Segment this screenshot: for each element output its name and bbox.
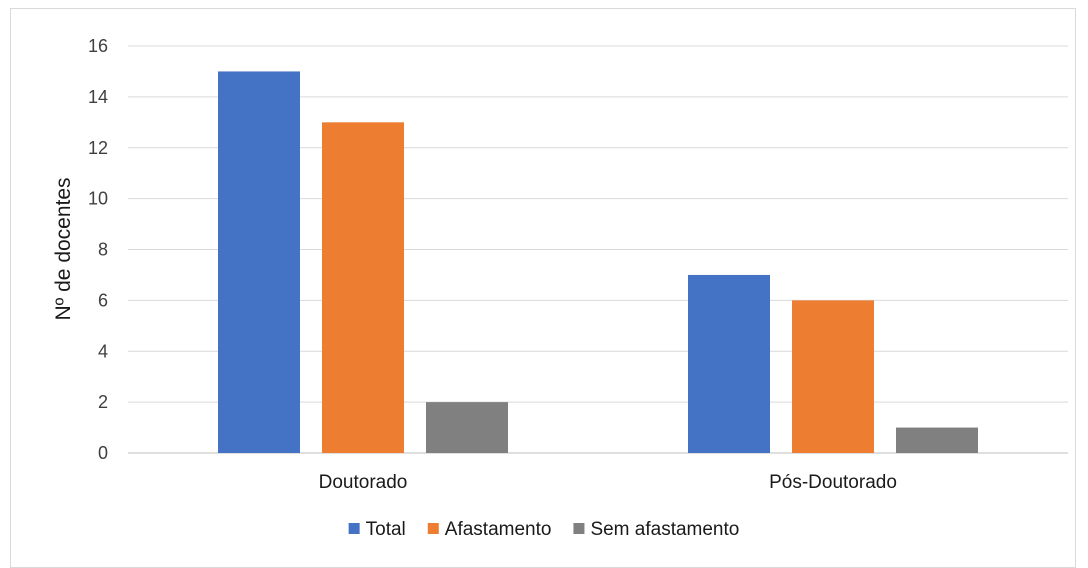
y-tick-label: 14 [88,87,108,107]
y-tick-label: 12 [88,138,108,158]
y-tick-label: 16 [88,36,108,56]
y-tick-label: 6 [98,290,108,310]
legend-swatch [348,523,360,534]
legend-label: Afastamento [445,519,552,540]
y-tick-label: 8 [98,240,108,260]
legend-swatch [573,523,585,534]
legend-swatch [427,523,439,534]
chart-frame [10,8,1076,568]
legend: Total Afastamento Sem afastamento [348,519,739,540]
bar-sem-afastamento-0 [426,402,508,453]
category-label: Pós-Doutorado [769,472,897,493]
bar-afastamento-1 [792,300,874,453]
category-label: Doutorado [319,472,408,493]
y-tick-label: 0 [98,443,108,463]
category-labels: Doutorado Pós-Doutorado [319,472,897,493]
y-tick-label: 2 [98,392,108,412]
legend-item: Afastamento [427,519,552,540]
y-tick-label: 10 [88,189,108,209]
legend-label: Sem afastamento [590,519,739,540]
legend-item: Total [348,519,406,540]
bar-afastamento-0 [322,122,404,453]
legend-label: Total [366,519,406,540]
y-tick-labels: 0 2 4 6 8 10 12 14 16 [88,36,108,463]
bar-total-1 [688,274,770,453]
y-tick-label: 4 [98,341,108,361]
y-axis-label: Nº de docentes [52,177,75,320]
legend-item: Sem afastamento [573,519,739,540]
bar-sem-afastamento-1 [896,427,978,453]
bar-total-0 [218,71,300,453]
bars [218,71,978,453]
